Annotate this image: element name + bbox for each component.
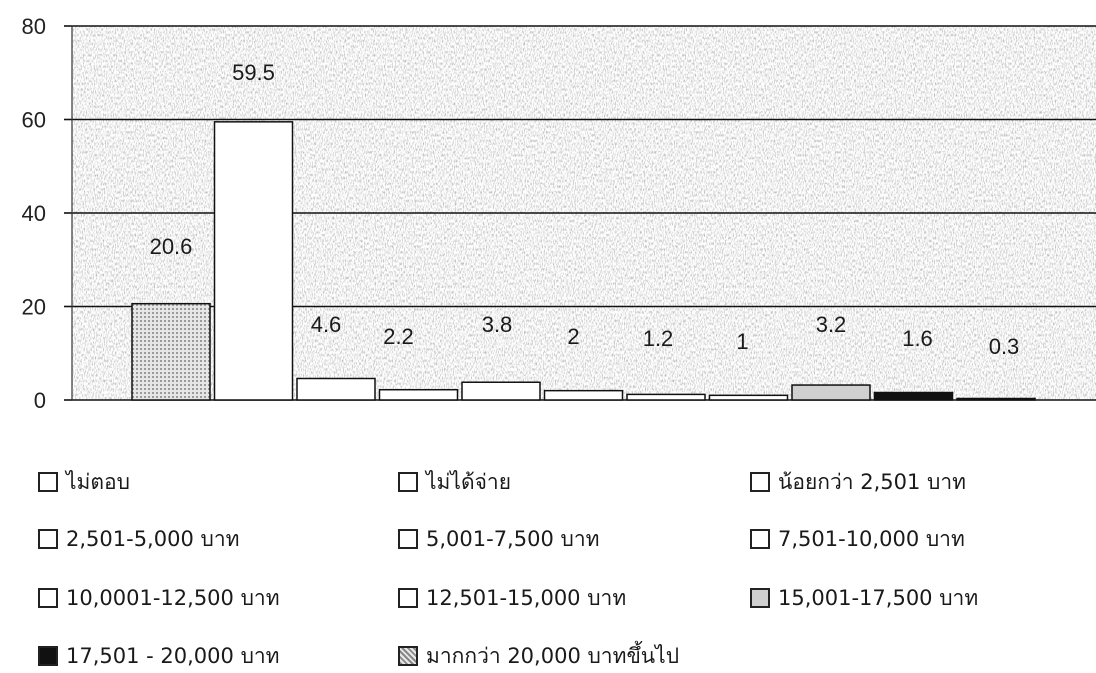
legend-swatch	[750, 588, 770, 608]
data-label-2: 59.5	[232, 60, 275, 85]
legend-label: 5,001-7,500 บาท	[426, 527, 600, 551]
legend-swatch	[398, 472, 418, 492]
bar-3	[296, 377, 376, 401]
y-tick-label: 20	[22, 295, 46, 320]
legend-label: 10,0001-12,500 บาท	[66, 586, 280, 610]
legend-label: น้อยกว่า 2,501 บาท	[778, 470, 967, 494]
legend-swatch	[38, 646, 58, 666]
legend-item: 5,001-7,500 บาท	[398, 527, 599, 551]
legend-label: 2,501-5,000 บาท	[66, 527, 240, 551]
data-label-6: 2	[567, 324, 579, 349]
legend-swatch	[398, 529, 418, 549]
bar-1	[131, 302, 211, 401]
bars	[131, 121, 1036, 401]
legend-item: 10,0001-12,500 บาท	[38, 586, 280, 610]
legend-swatch	[38, 472, 58, 492]
legend-swatch	[38, 529, 58, 549]
legend-swatch	[38, 588, 58, 608]
legend-label: ไม่ตอบ	[66, 470, 130, 494]
data-label-4: 2.2	[383, 324, 414, 349]
bar-5	[461, 381, 541, 401]
bar-6	[543, 389, 624, 401]
y-axis-tick-labels: 0 20 40 60 80	[22, 14, 46, 413]
data-label-5: 3.8	[482, 312, 513, 337]
legend-item: 17,501 - 20,000 บาท	[38, 644, 280, 668]
legend-item: น้อยกว่า 2,501 บาท	[750, 470, 966, 494]
legend-item: มากกว่า 20,000 บาทขึ้นไป	[398, 644, 679, 668]
bar-9	[791, 384, 871, 401]
y-tick-label: 60	[22, 108, 46, 133]
bar-10	[873, 391, 954, 401]
legend-label: 12,501-15,000 บาท	[426, 586, 627, 610]
legend-swatch	[398, 646, 418, 666]
legend-item: 2,501-5,000 บาท	[38, 527, 239, 551]
legend-item: 15,001-17,500 บาท	[750, 586, 978, 610]
data-label-11: 0.3	[989, 334, 1020, 359]
y-tick-label: 40	[22, 201, 46, 226]
data-label-7: 1.2	[643, 326, 674, 351]
bar-8	[708, 394, 789, 401]
data-label-3: 4.6	[311, 312, 342, 337]
bar-chart: 0 20 40 60 80 20.6 59.5 4.6 2.2 3.8 2 1.2 1 3.2 1.6 0.…	[22, 14, 1096, 413]
bar-11	[956, 397, 1036, 401]
data-label-9: 3.2	[816, 312, 847, 337]
y-tick-label: 80	[22, 14, 46, 39]
y-tick-label: 0	[34, 388, 46, 413]
legend-swatch	[750, 472, 770, 492]
data-label-1: 20.6	[150, 234, 193, 259]
data-labels: 20.6 59.5 4.6 2.2 3.8 2 1.2 1 3.2 1.6 0.3	[150, 60, 1020, 359]
bar-7	[626, 393, 706, 401]
legend-label: 7,501-10,000 บาท	[778, 527, 965, 551]
legend-item: ไม่ตอบ	[38, 470, 130, 494]
legend-item: 12,501-15,000 บาท	[398, 586, 626, 610]
legend-item: 7,501-10,000 บาท	[750, 527, 965, 551]
legend-item: ไม่ได้จ่าย	[398, 470, 511, 494]
data-label-8: 1	[736, 329, 748, 354]
legend-label: ไม่ได้จ่าย	[426, 470, 512, 494]
bar-4	[378, 388, 459, 401]
legend-swatch	[398, 588, 418, 608]
bar-2	[213, 121, 294, 401]
legend-label: 15,001-17,500 บาท	[778, 586, 979, 610]
legend-label: 17,501 - 20,000 บาท	[66, 644, 280, 668]
data-label-10: 1.6	[902, 326, 933, 351]
legend-swatch	[750, 529, 770, 549]
legend-label: มากกว่า 20,000 บาทขึ้นไป	[426, 644, 680, 668]
